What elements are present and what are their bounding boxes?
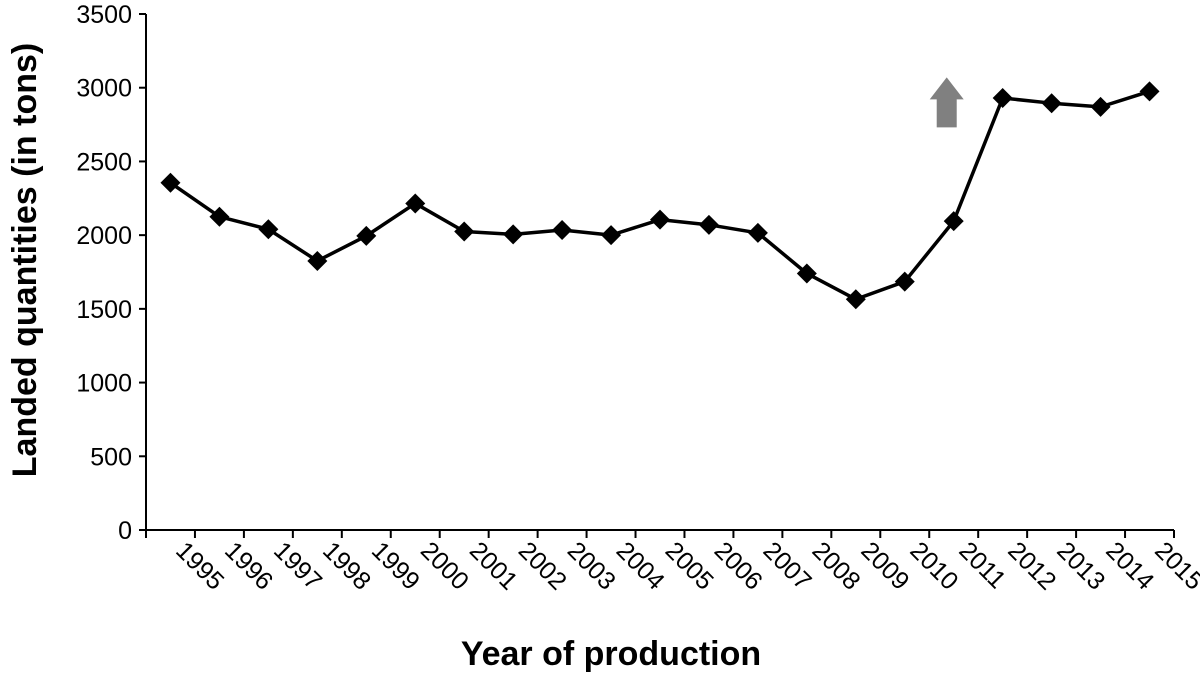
x-tick-label: 2009 xyxy=(856,536,915,595)
x-tick-label: 2013 xyxy=(1051,536,1110,595)
data-point-marker xyxy=(1090,96,1111,117)
x-tick-label: 2007 xyxy=(758,536,817,595)
y-tick-label: 2000 xyxy=(76,222,132,250)
data-point-marker xyxy=(796,263,817,284)
x-tick-label: 1998 xyxy=(317,536,376,595)
data-point-marker xyxy=(601,225,622,246)
y-tick-label: 0 xyxy=(118,517,132,545)
data-point-marker xyxy=(552,219,573,240)
y-tick-label: 2500 xyxy=(76,148,132,176)
x-axis: 1995199619971998199920002001200220032004… xyxy=(145,529,1200,596)
x-axis-title: Year of production xyxy=(461,635,761,673)
x-tick-label: 1995 xyxy=(170,536,229,595)
annotation-layer xyxy=(929,77,964,128)
x-tick-label: 2008 xyxy=(807,536,866,595)
x-tick-label: 2003 xyxy=(562,536,621,595)
data-point-marker xyxy=(894,271,915,292)
series-layer xyxy=(160,81,1160,310)
x-tick-label: 2015 xyxy=(1149,536,1200,595)
x-tick-label: 2000 xyxy=(415,536,474,595)
x-tick-label: 1999 xyxy=(366,536,425,595)
data-point-marker xyxy=(258,219,279,240)
y-tick-label: 1000 xyxy=(76,370,132,398)
x-tick-label: 2006 xyxy=(709,536,768,595)
y-tick-label: 1500 xyxy=(76,296,132,324)
x-tick-label: 2014 xyxy=(1100,536,1159,595)
data-point-marker xyxy=(405,193,426,214)
data-point-marker xyxy=(992,88,1013,109)
data-point-marker xyxy=(503,224,524,245)
x-tick-label: 2012 xyxy=(1002,536,1061,595)
x-tick-label: 1997 xyxy=(268,536,327,595)
data-point-marker xyxy=(307,250,328,271)
y-axis: 0 500 1000 1500 2000 2500 3000 3500 xyxy=(76,1,147,545)
data-point-marker xyxy=(209,206,230,227)
y-axis-title: Landed quantities (in tons) xyxy=(6,43,44,477)
x-tick-label: 2011 xyxy=(953,536,1011,594)
data-point-marker xyxy=(698,214,719,235)
up-arrow-icon xyxy=(929,77,964,128)
x-tick-label: 2002 xyxy=(513,536,572,595)
data-point-marker xyxy=(160,172,181,193)
y-tick-label: 500 xyxy=(90,443,132,471)
x-tick-label: 2005 xyxy=(660,536,719,595)
x-tick-label: 1996 xyxy=(219,536,278,595)
data-point-marker xyxy=(650,209,670,230)
data-point-marker xyxy=(1041,93,1062,114)
x-tick-label: 2010 xyxy=(905,536,964,595)
data-point-marker xyxy=(1139,81,1160,102)
x-tick-label: 2004 xyxy=(611,536,670,595)
data-point-marker xyxy=(454,221,475,242)
data-point-marker xyxy=(356,225,377,246)
y-tick-label: 3500 xyxy=(76,1,132,29)
y-tick-label: 3000 xyxy=(76,75,132,103)
data-point-marker xyxy=(943,211,964,232)
data-point-marker xyxy=(747,222,768,243)
data-point-marker xyxy=(845,289,866,310)
x-tick-label: 2001 xyxy=(464,536,523,595)
